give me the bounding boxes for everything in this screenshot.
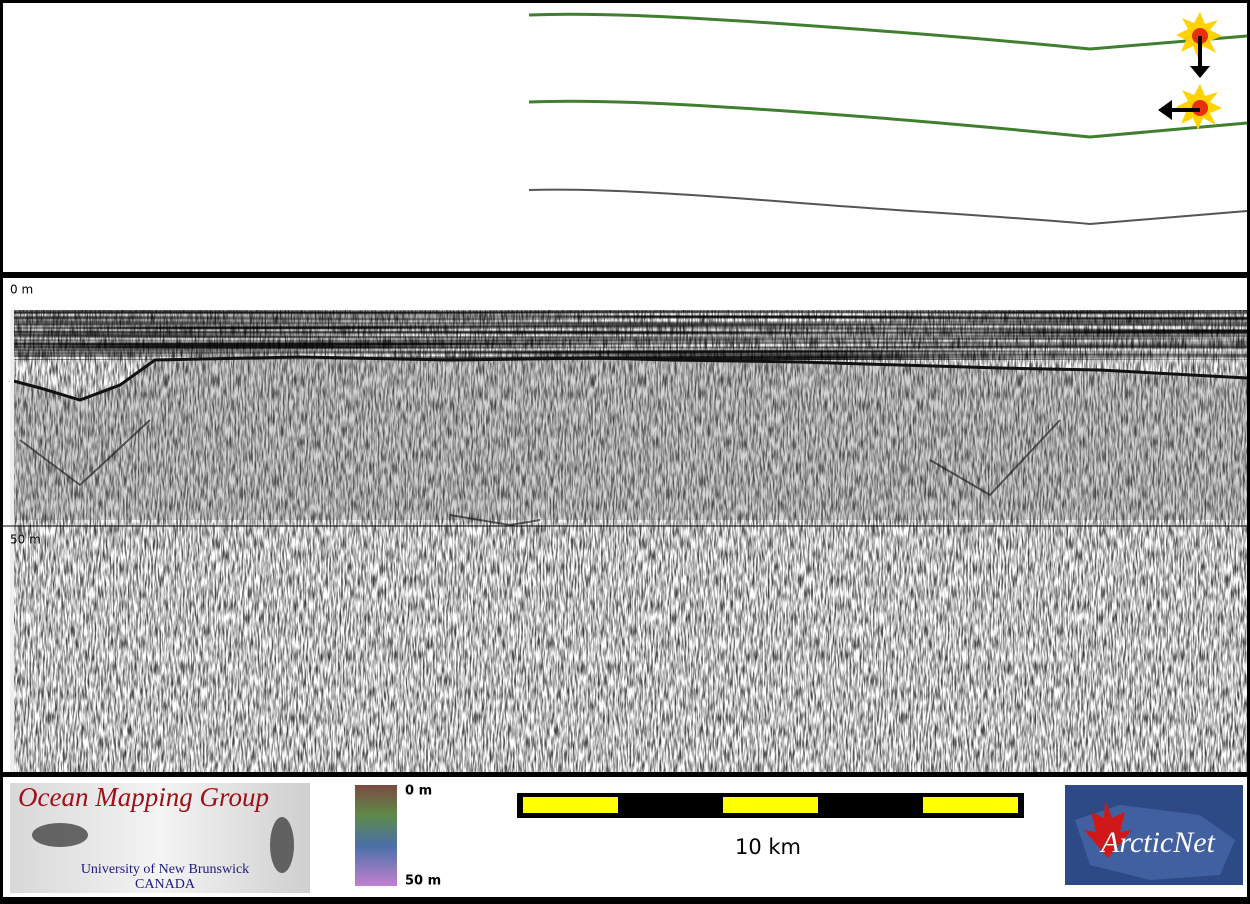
maple-leaf — [1084, 800, 1132, 858]
scale-bar — [517, 793, 1024, 818]
logo-image — [32, 823, 88, 847]
position-marker — [1176, 12, 1222, 78]
track-line — [528, 12, 1248, 51]
depth-bar — [10, 310, 14, 772]
track-line — [528, 99, 1248, 139]
reflector — [19, 419, 1061, 527]
seabed — [9, 355, 1248, 402]
sediment — [10, 357, 1247, 520]
water-column — [10, 310, 1247, 360]
colorbar-label: 0 m — [405, 784, 432, 799]
logo-title: Ocean Mapping Group — [18, 782, 269, 812]
colorbar-label: 50 m — [405, 874, 441, 889]
scale-label: 10 km — [735, 835, 801, 859]
logo-country: CANADA — [135, 877, 196, 892]
track-line — [528, 188, 1248, 226]
position-marker — [1158, 84, 1222, 130]
logo-university: University of New Brunswick — [81, 862, 249, 877]
partner-name: ArcticNet — [1099, 826, 1216, 859]
seismic-noise — [10, 310, 1247, 772]
track-panel — [3, 3, 1247, 272]
depth-label: 50 m — [10, 533, 41, 547]
colorbar — [355, 785, 397, 886]
logo-image — [270, 817, 294, 873]
depth-label: 0 m — [10, 283, 33, 297]
